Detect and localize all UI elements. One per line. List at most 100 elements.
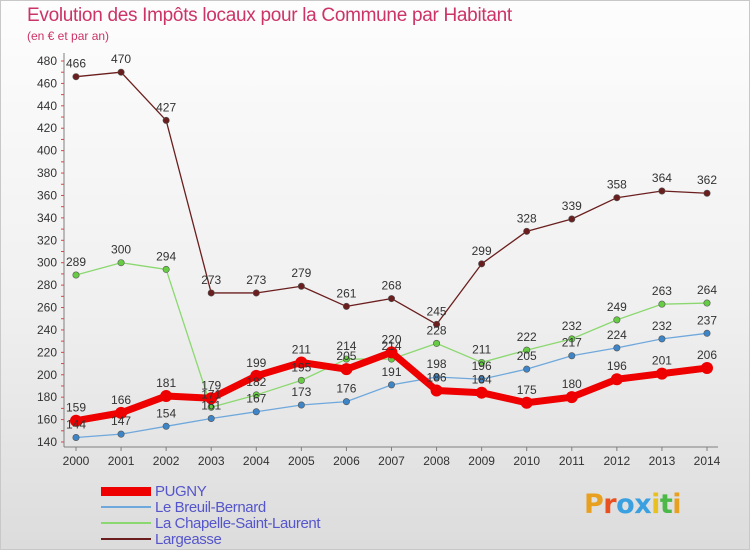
x-tick-label: 2013	[649, 454, 676, 468]
data-label-la-chapelle-saint-laurent: 289	[66, 255, 86, 269]
data-label-la-chapelle-saint-laurent: 300	[111, 243, 131, 257]
data-label-le-breuil-bernard: 196	[472, 359, 492, 373]
brand-logo-letter: i	[651, 489, 660, 520]
data-point-le-breuil-bernard	[613, 344, 621, 352]
data-label-largeasse: 364	[652, 171, 672, 185]
data-label-pugny: 206	[697, 348, 717, 362]
data-label-le-breuil-bernard: 205	[517, 349, 537, 363]
data-label-pugny: 205	[336, 349, 356, 363]
x-tick-label: 2010	[513, 454, 540, 468]
data-point-largeasse	[478, 260, 486, 268]
x-tick-label: 2011	[559, 454, 585, 468]
data-label-largeasse: 470	[111, 52, 131, 66]
x-tick-label: 2005	[288, 454, 315, 468]
data-label-pugny: 184	[472, 373, 492, 387]
data-label-largeasse: 339	[562, 199, 582, 213]
data-label-la-chapelle-saint-laurent: 214	[336, 339, 356, 353]
data-point-la-chapelle-saint-laurent	[703, 299, 711, 307]
legend-label-le-breuil-bernard: Le Breuil-Bernard	[155, 499, 266, 516]
legend-swatch-pugny	[101, 486, 151, 496]
data-point-le-breuil-bernard	[478, 375, 486, 383]
data-point-le-breuil-bernard	[297, 401, 305, 409]
data-label-pugny: 186	[427, 370, 447, 384]
data-label-pugny: 201	[652, 354, 672, 368]
data-point-pugny	[250, 369, 263, 382]
y-tick-label: 400	[37, 144, 57, 158]
data-label-le-breuil-bernard: 176	[336, 382, 356, 396]
data-label-la-chapelle-saint-laurent: 249	[607, 300, 627, 314]
data-point-la-chapelle-saint-laurent	[342, 355, 350, 363]
data-point-pugny	[655, 367, 668, 380]
data-label-pugny: 196	[607, 359, 627, 373]
brand-logo-letter: i	[672, 489, 682, 520]
data-label-la-chapelle-saint-laurent: 182	[246, 375, 266, 389]
data-point-le-breuil-bernard	[162, 422, 170, 430]
data-label-largeasse: 328	[517, 211, 537, 225]
data-label-la-chapelle-saint-laurent: 171	[201, 387, 221, 401]
y-tick-label: 140	[37, 435, 57, 449]
data-point-largeasse	[523, 227, 531, 235]
data-point-le-breuil-bernard	[117, 430, 125, 438]
data-point-pugny	[115, 406, 128, 419]
legend-swatch-largeasse	[101, 538, 151, 540]
data-label-la-chapelle-saint-laurent: 232	[562, 319, 582, 333]
legend-label-pugny: PUGNY	[155, 483, 207, 500]
data-label-largeasse: 466	[66, 57, 86, 71]
data-label-le-breuil-bernard: 237	[697, 313, 717, 327]
x-tick-label: 2008	[423, 454, 450, 468]
x-tick-label: 2001	[108, 454, 135, 468]
brand-logo-letter: P	[584, 489, 604, 520]
data-point-pugny	[205, 392, 218, 405]
data-label-largeasse: 427	[156, 100, 176, 114]
data-label-pugny: 159	[66, 401, 86, 415]
legend-item-largeasse: Largeasse	[101, 531, 401, 548]
data-label-la-chapelle-saint-laurent: 228	[427, 323, 447, 337]
y-tick-label: 280	[37, 278, 57, 292]
data-point-la-chapelle-saint-laurent	[613, 316, 621, 324]
data-point-largeasse	[613, 194, 621, 202]
y-tick-label: 180	[37, 390, 57, 404]
data-label-le-breuil-bernard: 173	[291, 385, 311, 399]
data-label-la-chapelle-saint-laurent: 264	[697, 283, 717, 297]
data-point-pugny	[160, 390, 173, 403]
y-tick-label: 380	[37, 166, 57, 180]
data-label-le-breuil-bernard: 154	[156, 406, 176, 420]
data-label-largeasse: 273	[201, 273, 221, 287]
series-lines	[70, 68, 713, 442]
y-tick-label: 300	[37, 256, 57, 270]
legend-label-la-chapelle-saint-laurent: La Chapelle-Saint-Laurent	[155, 515, 321, 532]
x-tick-label: 2012	[604, 454, 631, 468]
brand-logo-letter: t	[659, 489, 673, 520]
data-point-largeasse	[433, 320, 441, 328]
data-point-la-chapelle-saint-laurent	[72, 271, 80, 279]
data-point-pugny	[385, 346, 398, 359]
y-tick-label: 340	[37, 211, 57, 225]
data-point-pugny	[340, 363, 353, 376]
axes: 140 160 180 200 220 240 260 280 300 320 340 360 380 4…	[37, 53, 721, 468]
data-point-la-chapelle-saint-laurent	[568, 335, 576, 343]
data-point-largeasse	[568, 215, 576, 223]
y-tick-label: 480	[37, 54, 57, 68]
data-label-pugny: 166	[111, 393, 131, 407]
y-tick-label: 460	[37, 76, 57, 90]
data-label-le-breuil-bernard: 191	[381, 365, 401, 379]
data-point-le-breuil-bernard	[207, 414, 215, 422]
data-label-largeasse: 261	[336, 286, 356, 300]
data-point-pugny	[430, 384, 443, 397]
y-tick-label: 220	[37, 345, 57, 359]
data-point-le-breuil-bernard	[342, 398, 350, 406]
data-point-la-chapelle-saint-laurent	[523, 346, 531, 354]
y-tick-label: 420	[37, 121, 57, 135]
data-label-le-breuil-bernard: 198	[427, 357, 447, 371]
data-point-largeasse	[117, 68, 125, 76]
data-point-pugny	[701, 362, 713, 375]
data-point-le-breuil-bernard	[252, 408, 260, 416]
data-label-largeasse: 299	[472, 244, 492, 258]
legend-item-le-breuil-bernard: Le Breuil-Bernard	[101, 499, 401, 516]
x-tick-label: 2006	[333, 454, 360, 468]
x-tick-label: 2009	[468, 454, 495, 468]
legend-label-largeasse: Largeasse	[155, 531, 222, 548]
data-point-largeasse	[162, 116, 170, 124]
